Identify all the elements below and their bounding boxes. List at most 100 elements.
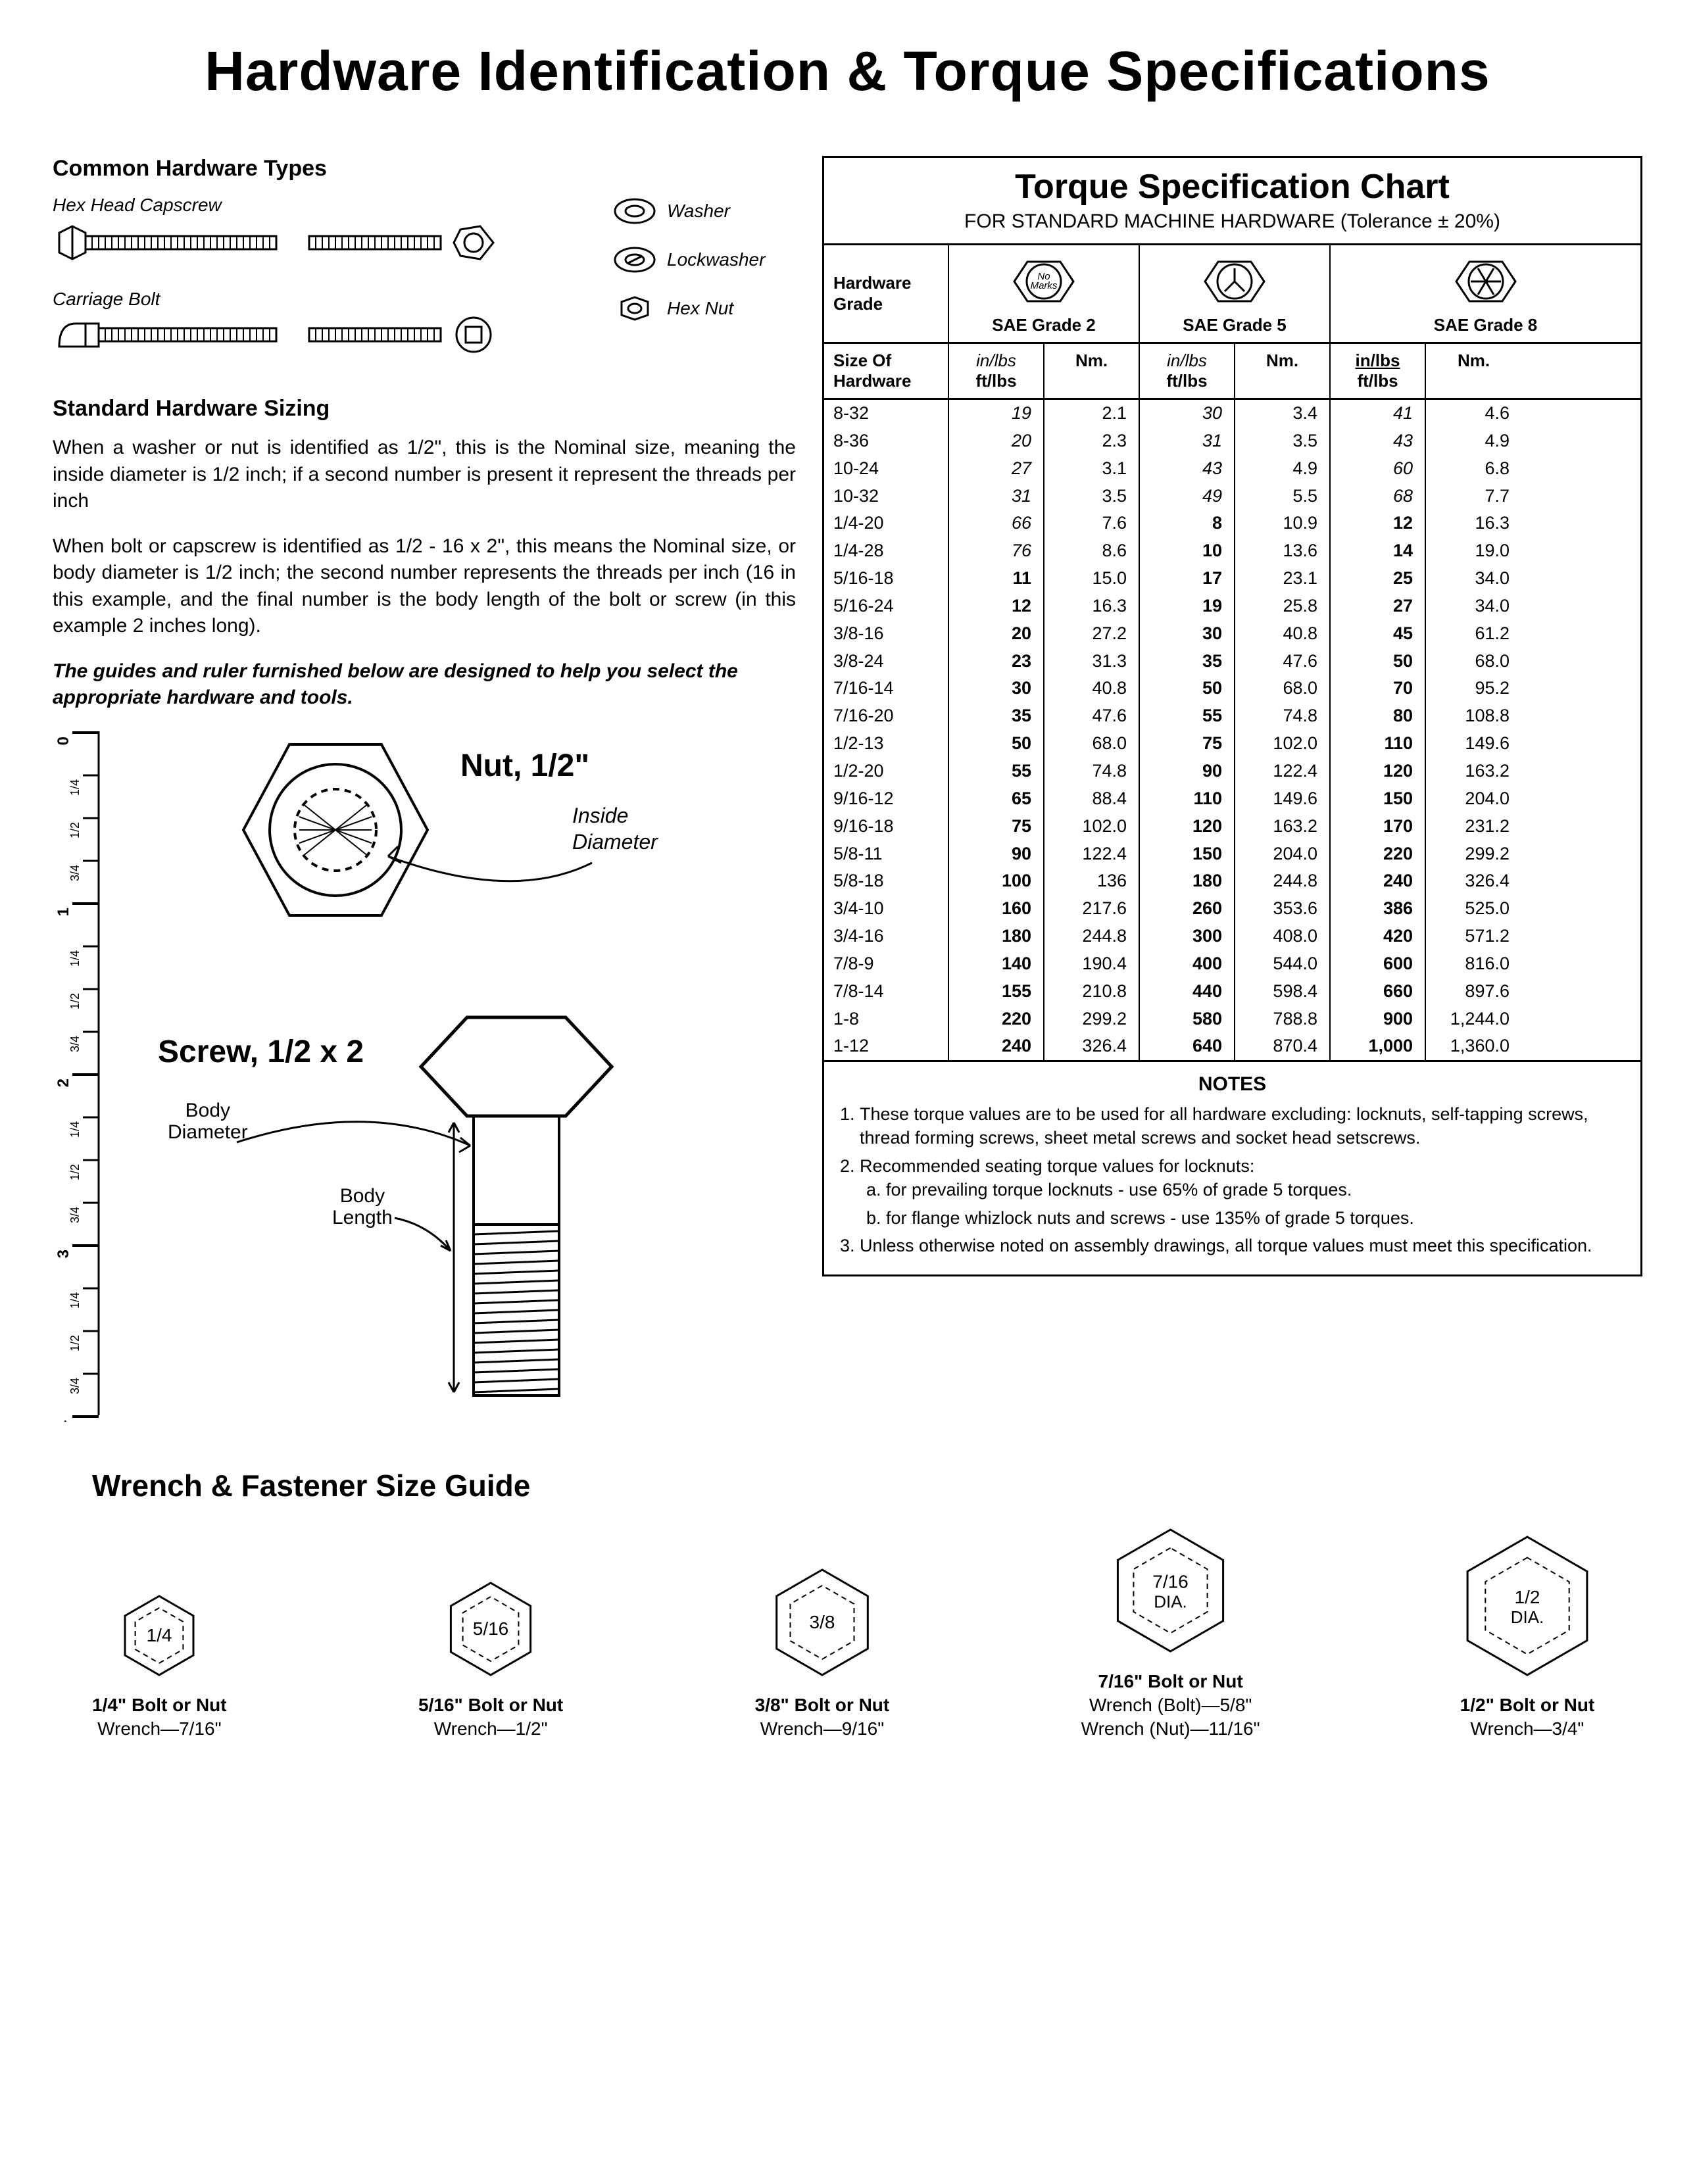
table-cell: 5/8-18: [824, 867, 949, 895]
svg-text:3/4: 3/4: [68, 865, 82, 881]
table-cell: 61.2: [1426, 620, 1521, 648]
table-cell: 50: [949, 730, 1044, 758]
table-cell: 149.6: [1235, 785, 1331, 813]
table-cell: 163.2: [1426, 758, 1521, 785]
table-cell: 19.0: [1426, 537, 1521, 565]
note-2: Recommended seating torque values for lo…: [860, 1154, 1627, 1230]
wrench-row: 1/4 1/4" Bolt or Nut Wrench—7/16" 5/16 5…: [53, 1523, 1642, 1741]
table-cell: 41: [1331, 400, 1426, 427]
table-row: 3/4-10160217.6260353.6386525.0: [824, 895, 1640, 923]
svg-text:2: 2: [55, 1079, 72, 1087]
svg-text:3/8: 3/8: [809, 1612, 835, 1632]
bolt-line: 5/16" Bolt or Nut: [418, 1693, 563, 1717]
note-2a: for prevailing torque locknuts - use 65%…: [886, 1178, 1627, 1201]
table-cell: 25: [1331, 565, 1426, 593]
table-cell: 7.6: [1044, 510, 1140, 537]
svg-text:1/2: 1/2: [1515, 1587, 1540, 1607]
svg-text:1/2: 1/2: [68, 993, 82, 1009]
wrench-item: 3/8 3/8" Bolt or Nut Wrench—9/16": [755, 1563, 890, 1741]
table-row: 3/8-162027.23040.84561.2: [824, 620, 1640, 648]
table-row: 1/2-205574.890122.4120163.2: [824, 758, 1640, 785]
table-row: 5/16-181115.01723.12534.0: [824, 565, 1640, 593]
table-cell: 10-32: [824, 483, 949, 510]
table-cell: 70: [1331, 675, 1426, 702]
size-header: Size OfHardware: [824, 344, 949, 398]
table-cell: 180: [1140, 867, 1235, 895]
table-cell: 102.0: [1235, 730, 1331, 758]
table-cell: 240: [949, 1032, 1044, 1060]
table-cell: 9/16-12: [824, 785, 949, 813]
hw-types-heading: Common Hardware Types: [53, 156, 796, 182]
table-cell: 88.4: [1044, 785, 1140, 813]
table-cell: 544.0: [1235, 950, 1331, 978]
table-cell: 220: [949, 1006, 1044, 1033]
table-cell: 571.2: [1426, 923, 1521, 950]
sizing-p3: The guides and ruler furnished below are…: [53, 658, 796, 712]
grade2-label: SAE Grade 2: [992, 315, 1096, 335]
hex-size-icon: 3/8: [763, 1563, 881, 1682]
hex-size-icon: 1/4: [113, 1589, 205, 1682]
table-cell: 10-24: [824, 455, 949, 483]
table-cell: 30: [1140, 400, 1235, 427]
g2-unit2: Nm.: [1044, 344, 1140, 398]
table-cell: 60: [1331, 455, 1426, 483]
table-cell: 45: [1331, 620, 1426, 648]
table-cell: 31: [949, 483, 1044, 510]
table-cell: 5/16-18: [824, 565, 949, 593]
hex-size-icon: 5/16: [438, 1576, 543, 1682]
grade8-head-icon: [1450, 252, 1522, 311]
table-row: 7/8-9140190.4400544.0600816.0: [824, 950, 1640, 978]
table-row: 1/4-20667.6810.91216.3: [824, 510, 1640, 537]
svg-text:4: 4: [55, 1420, 72, 1422]
table-row: 10-32313.5495.5687.7: [824, 483, 1640, 510]
table-cell: 5.5: [1235, 483, 1331, 510]
table-row: 1-8220299.2580788.89001,244.0: [824, 1006, 1640, 1033]
table-cell: 640: [1140, 1032, 1235, 1060]
table-cell: 440: [1140, 978, 1235, 1006]
table-cell: 8-36: [824, 427, 949, 455]
table-cell: 23: [949, 648, 1044, 675]
table-cell: 260: [1140, 895, 1235, 923]
hex-nut-label: Hex Nut: [667, 298, 733, 319]
wrench-line-1: Wrench—3/4": [1452, 1717, 1603, 1741]
table-cell: 900: [1331, 1006, 1426, 1033]
svg-text:1/4: 1/4: [147, 1625, 172, 1645]
table-cell: 47.6: [1235, 648, 1331, 675]
table-cell: 66: [949, 510, 1044, 537]
table-row: 9/16-126588.4110149.6150204.0: [824, 785, 1640, 813]
table-cell: 68.0: [1235, 675, 1331, 702]
table-cell: 9/16-18: [824, 813, 949, 840]
carriage-bolt-icon: [53, 314, 500, 360]
table-cell: 110: [1140, 785, 1235, 813]
svg-text:1/2: 1/2: [68, 822, 82, 838]
wrench-line-1: Wrench—9/16": [755, 1717, 890, 1741]
table-cell: 4.9: [1235, 455, 1331, 483]
wrench-line-1: Wrench (Bolt)—5/8": [1081, 1693, 1260, 1717]
table-row: 9/16-1875102.0120163.2170231.2: [824, 813, 1640, 840]
note-2b: for flange whizlock nuts and screws - us…: [886, 1206, 1627, 1230]
table-cell: 30: [949, 675, 1044, 702]
wrench-guide-title: Wrench & Fastener Size Guide: [92, 1468, 1642, 1503]
table-cell: 7/16-20: [824, 702, 949, 730]
table-cell: 231.2: [1426, 813, 1521, 840]
svg-text:7/16: 7/16: [1152, 1571, 1189, 1591]
table-cell: 17: [1140, 565, 1235, 593]
table-cell: 140: [949, 950, 1044, 978]
table-cell: 660: [1331, 978, 1426, 1006]
table-cell: 23.1: [1235, 565, 1331, 593]
table-cell: 2.3: [1044, 427, 1140, 455]
table-cell: 386: [1331, 895, 1426, 923]
svg-text:1/4: 1/4: [68, 950, 82, 967]
table-cell: 30: [1140, 620, 1235, 648]
table-cell: 31.3: [1044, 648, 1140, 675]
svg-text:1/2: 1/2: [68, 1335, 82, 1351]
table-cell: 95.2: [1426, 675, 1521, 702]
table-cell: 102.0: [1044, 813, 1140, 840]
table-cell: 120: [1331, 758, 1426, 785]
table-cell: 353.6: [1235, 895, 1331, 923]
table-cell: 3/4-10: [824, 895, 949, 923]
table-cell: 12: [1331, 510, 1426, 537]
table-cell: 7/8-9: [824, 950, 949, 978]
table-cell: 204.0: [1235, 840, 1331, 868]
washer-label: Washer: [667, 201, 730, 222]
